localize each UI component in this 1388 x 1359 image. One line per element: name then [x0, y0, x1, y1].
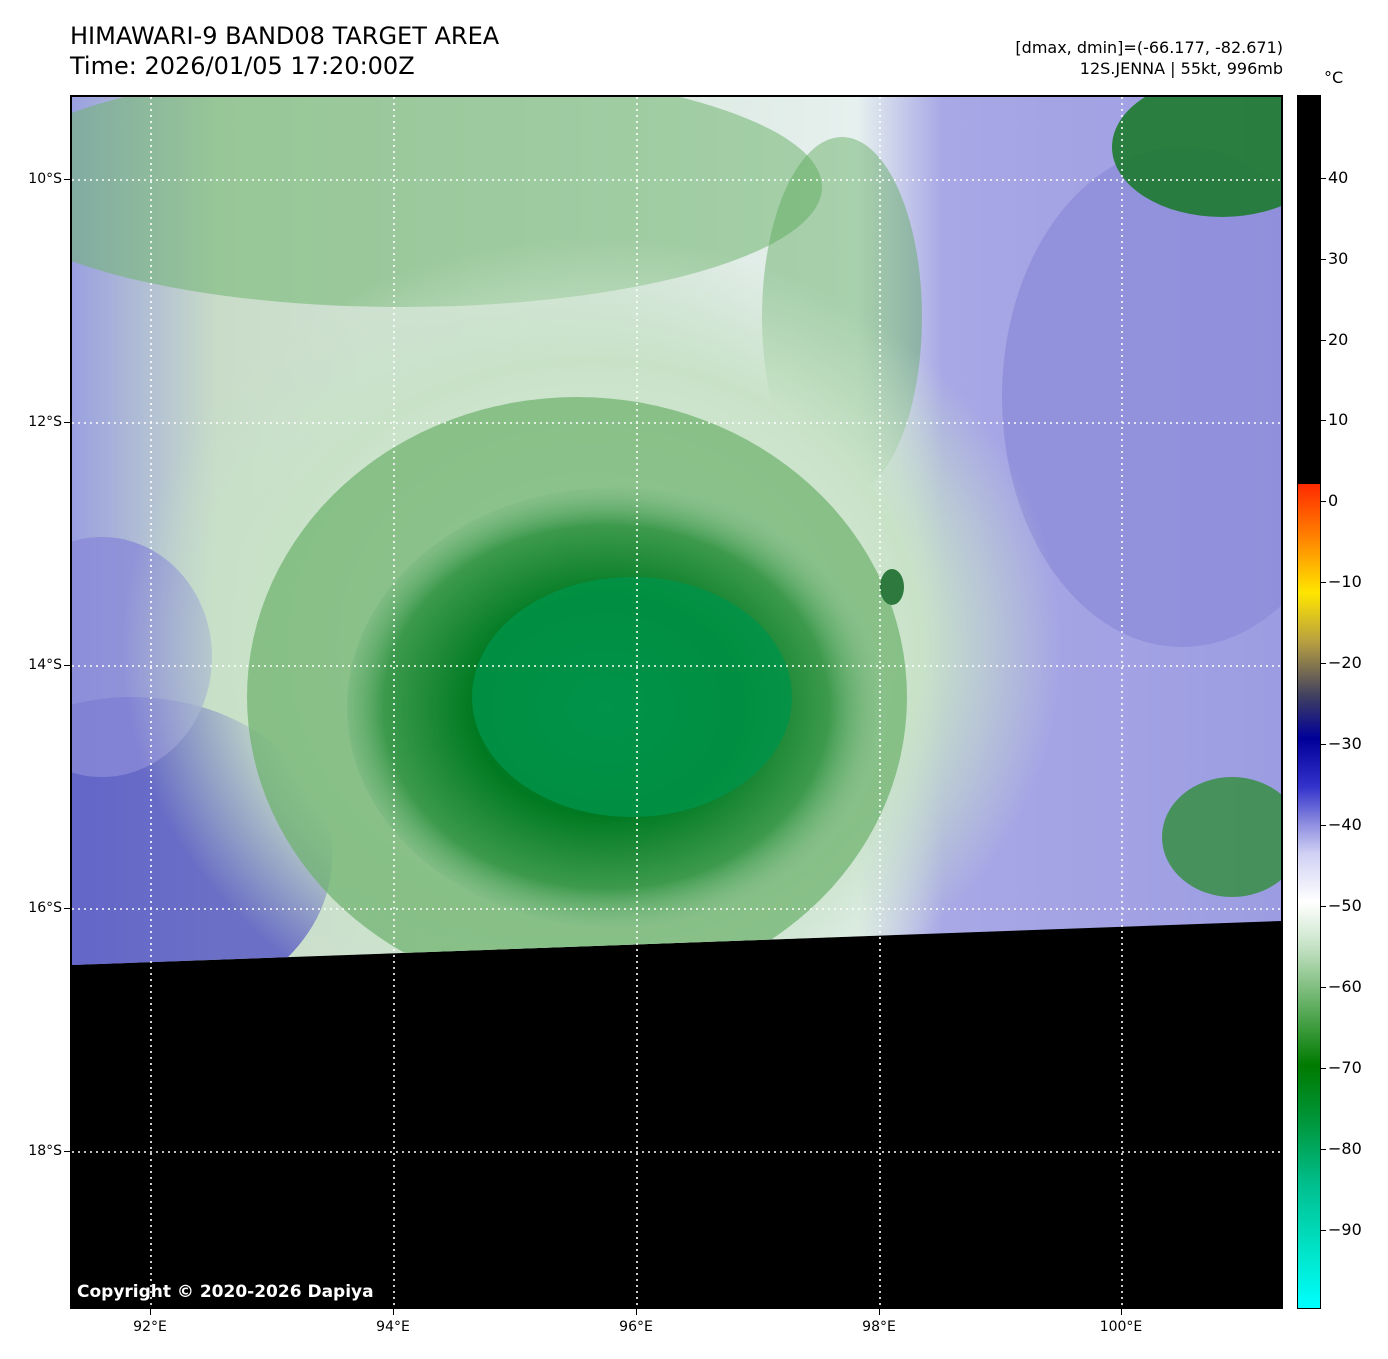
x-tick-mark [1121, 1309, 1122, 1315]
colorbar-tick-label: 0 [1328, 492, 1338, 510]
y-tick-mark [64, 1151, 70, 1152]
y-tick-mark [64, 908, 70, 909]
colorbar-tick-label: 20 [1328, 331, 1348, 349]
colorbar-tick-label: −10 [1328, 573, 1362, 591]
y-tick-label: 14°S [0, 657, 62, 673]
colorbar-tick-label: −40 [1328, 816, 1362, 834]
colorbar-tick-mark [1321, 501, 1326, 502]
colorbar-tick-mark [1321, 1230, 1326, 1231]
colorbar-tick-label: −70 [1328, 1059, 1362, 1077]
colorbar-tick-mark [1321, 259, 1326, 260]
x-tick-label: 92°E [110, 1319, 190, 1335]
x-tick-mark [150, 1309, 151, 1315]
y-tick-label: 12°S [0, 414, 62, 430]
chart-time: Time: 2026/01/05 17:20:00Z [70, 52, 415, 80]
y-tick-label: 16°S [0, 900, 62, 916]
storm-info-label: 12S.JENNA | 55kt, 996mb [1080, 59, 1283, 79]
colorbar-tick-label: 30 [1328, 250, 1348, 268]
colorbar-tick-mark [1321, 663, 1326, 664]
colorbar-tick-label: −60 [1328, 978, 1362, 996]
data-range-label: [dmax, dmin]=(-66.177, -82.671) [1015, 38, 1283, 58]
x-tick-label: 100°E [1081, 1319, 1161, 1335]
colorbar-tick-mark [1321, 582, 1326, 583]
copyright-label: Copyright © 2020-2026 Dapiya [77, 1282, 374, 1302]
chart-title: HIMAWARI-9 BAND08 TARGET AREA [70, 22, 499, 50]
y-tick-mark [64, 422, 70, 423]
x-tick-label: 98°E [839, 1319, 919, 1335]
x-tick-mark [393, 1309, 394, 1315]
colorbar-tick-mark [1321, 1068, 1326, 1069]
colorbar-tick-mark [1321, 420, 1326, 421]
colorbar-tick-mark [1321, 744, 1326, 745]
x-tick-label: 94°E [353, 1319, 433, 1335]
x-tick-label: 96°E [596, 1319, 676, 1335]
y-tick-label: 10°S [0, 171, 62, 187]
y-tick-mark [64, 665, 70, 666]
colorbar-tick-mark [1321, 825, 1326, 826]
colorbar-tick-label: −90 [1328, 1221, 1362, 1239]
colorbar-tick-mark [1321, 178, 1326, 179]
colorbar-tick-mark [1321, 987, 1326, 988]
colorbar-tick-mark [1321, 1149, 1326, 1150]
satellite-imagery [72, 97, 1281, 1307]
colorbar-tick-mark [1321, 340, 1326, 341]
colorbar-tick-label: 40 [1328, 169, 1348, 187]
colorbar-unit: °C [1324, 68, 1343, 87]
colorbar-tick-label: −30 [1328, 735, 1362, 753]
colorbar-tick-label: −50 [1328, 897, 1362, 915]
colorbar-tick-label: 10 [1328, 411, 1348, 429]
x-tick-mark [879, 1309, 880, 1315]
satellite-image-panel: Copyright © 2020-2026 Dapiya [70, 95, 1283, 1309]
colorbar-tick-mark [1321, 906, 1326, 907]
colorbar-tick-label: −20 [1328, 654, 1362, 672]
y-tick-mark [64, 179, 70, 180]
y-tick-label: 18°S [0, 1143, 62, 1159]
colorbar-tick-label: −80 [1328, 1140, 1362, 1158]
x-tick-mark [636, 1309, 637, 1315]
colorbar [1297, 95, 1321, 1309]
